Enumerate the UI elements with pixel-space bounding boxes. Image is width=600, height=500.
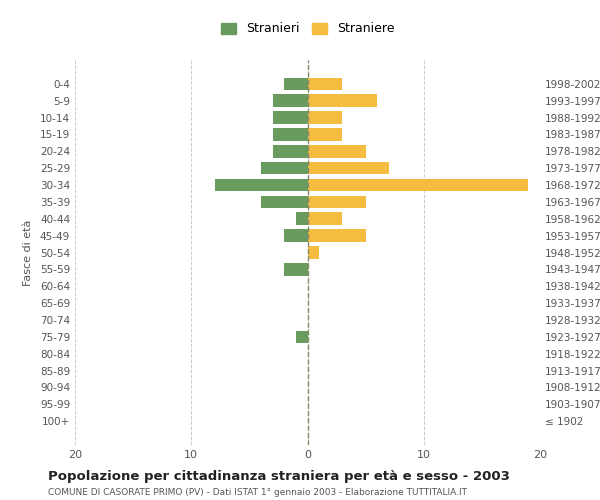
Bar	[296, 212, 308, 225]
Bar	[284, 230, 308, 242]
Bar	[308, 230, 365, 242]
Bar	[284, 78, 308, 90]
Bar	[272, 128, 308, 141]
Bar	[308, 128, 343, 141]
Bar	[215, 178, 308, 192]
Bar	[308, 196, 365, 208]
Bar	[308, 111, 343, 124]
Y-axis label: Fasce di età: Fasce di età	[23, 220, 33, 286]
Legend: Stranieri, Straniere: Stranieri, Straniere	[215, 16, 401, 42]
Bar	[308, 178, 529, 192]
Bar	[308, 78, 343, 90]
Bar	[272, 94, 308, 107]
Bar	[284, 263, 308, 276]
Bar	[308, 145, 365, 158]
Bar	[308, 212, 343, 225]
Bar	[308, 162, 389, 174]
Bar	[308, 246, 319, 259]
Bar	[261, 196, 308, 208]
Text: COMUNE DI CASORATE PRIMO (PV) - Dati ISTAT 1° gennaio 2003 - Elaborazione TUTTIT: COMUNE DI CASORATE PRIMO (PV) - Dati IST…	[48, 488, 467, 497]
Bar	[261, 162, 308, 174]
Bar	[272, 111, 308, 124]
Bar	[296, 330, 308, 343]
Bar	[272, 145, 308, 158]
Text: Popolazione per cittadinanza straniera per età e sesso - 2003: Popolazione per cittadinanza straniera p…	[48, 470, 510, 483]
Bar	[308, 94, 377, 107]
